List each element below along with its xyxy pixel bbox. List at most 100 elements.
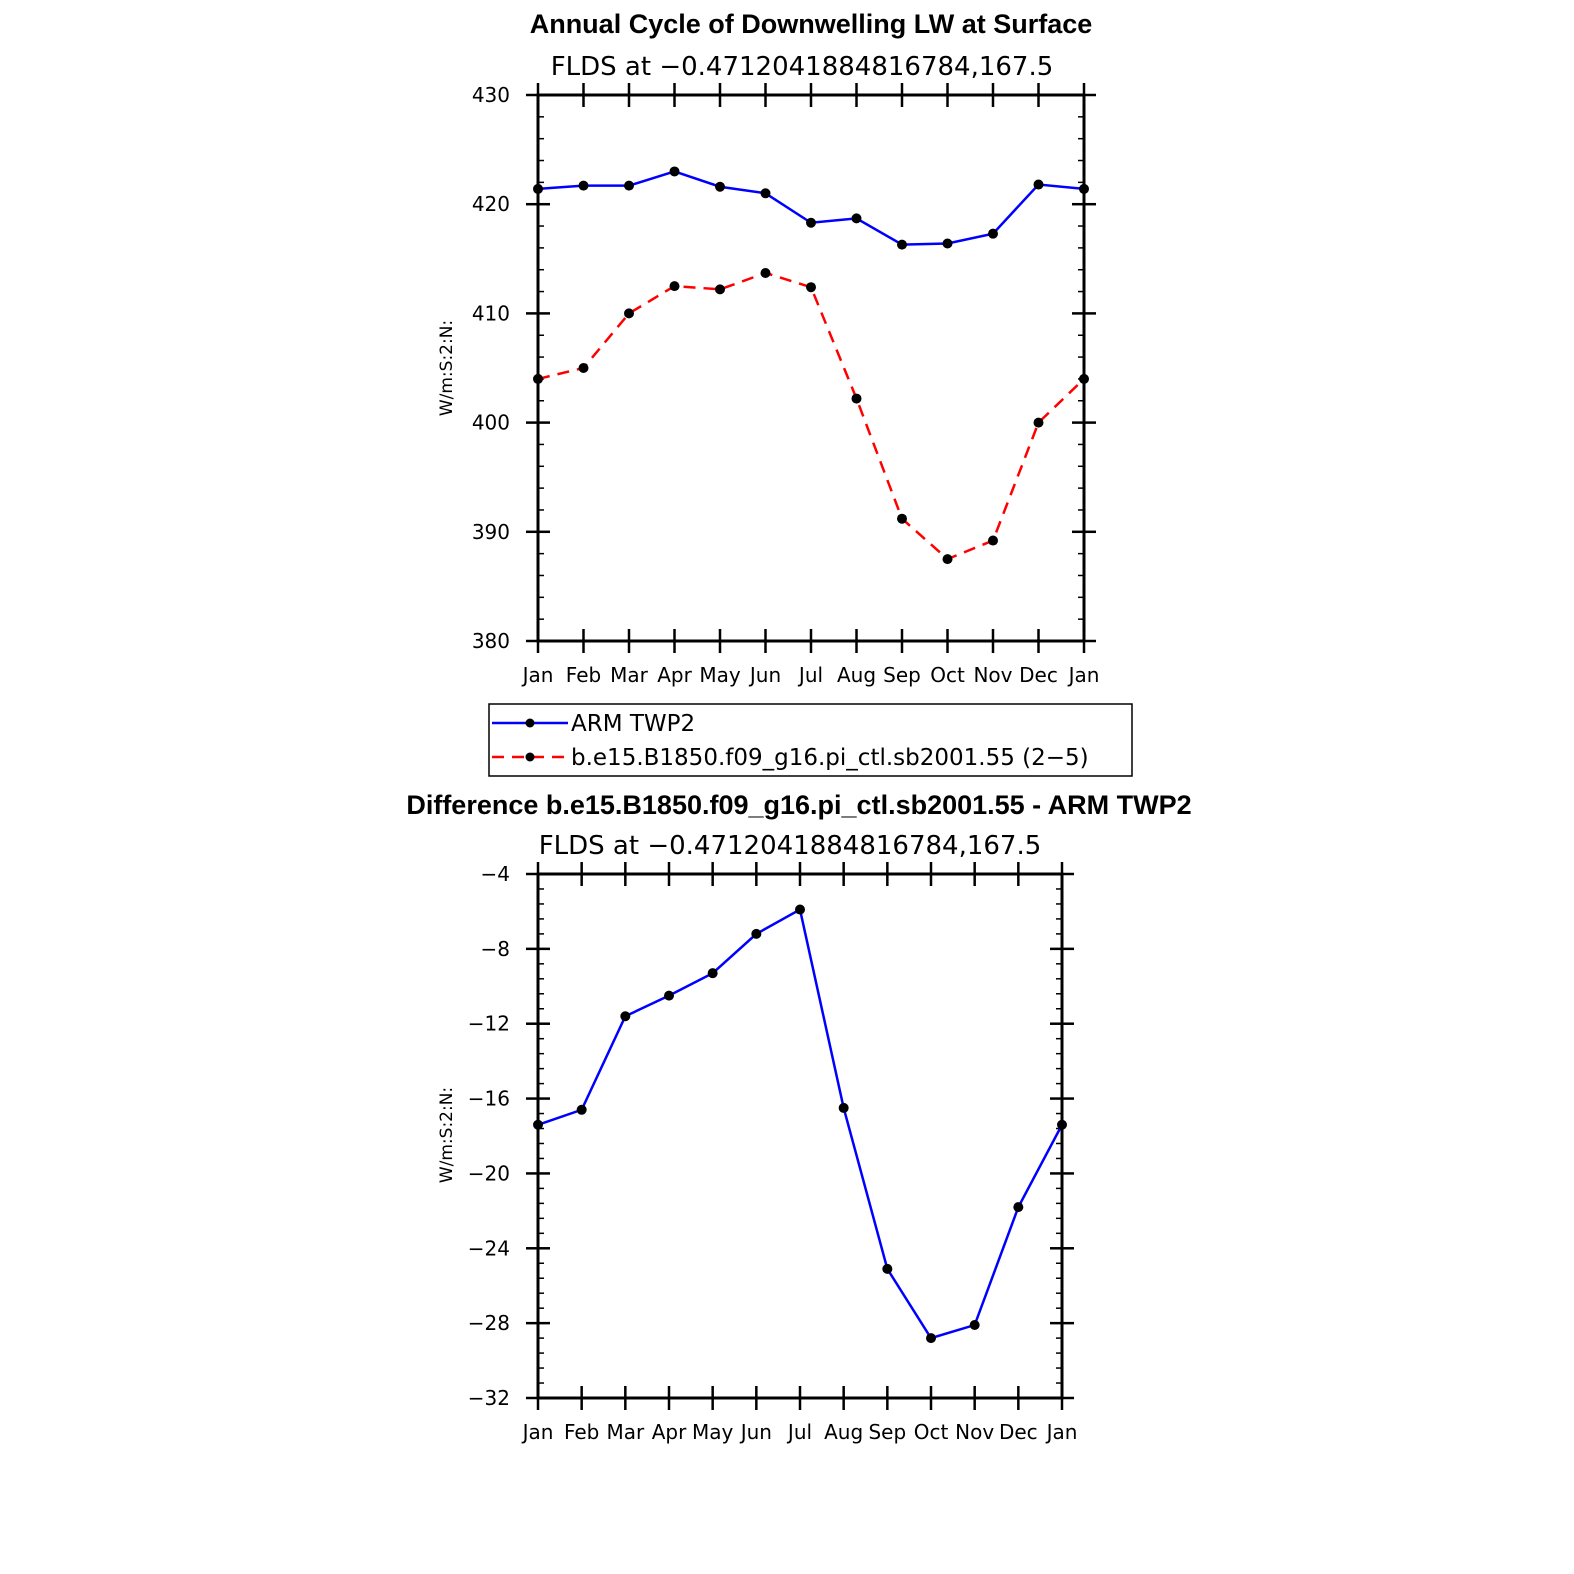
top-series-0-point: [578, 180, 589, 191]
bottom-y-axis-label: W/m:S:2:N:: [437, 1087, 457, 1183]
top-ytick-label: 430: [472, 83, 510, 107]
top-series-1-point: [1033, 417, 1044, 428]
top-series-0-point: [669, 166, 680, 177]
bottom-xtick-label: Sep: [868, 1420, 906, 1444]
top-chart-subtitle: FLDS at −0.4712041884816784,167.5: [551, 52, 1054, 82]
bottom-xtick-label: Nov: [955, 1420, 994, 1444]
top-series-0-point: [851, 213, 862, 224]
top-series-0-point: [806, 217, 816, 228]
bottom-axes: −32 −28 −24 −20 −16 −12 −8 −4 Jan Feb Mar Apr May Jun…: [468, 862, 1078, 1444]
legend-label-model: b.e15.B1850.f09_g16.pi_ctl.sb2001.55 (2−…: [571, 745, 1089, 771]
bottom-xtick-label: Feb: [564, 1420, 599, 1444]
bottom-series-0-point: [882, 1263, 893, 1274]
top-ytick-label: 380: [472, 629, 510, 653]
legend-box: [488, 703, 1133, 777]
bottom-series-0-point: [1057, 1119, 1067, 1130]
bottom-ytick-label: −8: [481, 937, 510, 961]
legend-marker-model: [525, 752, 535, 762]
top-series-line-0: [537, 170, 1085, 246]
top-series-0-point: [533, 183, 543, 194]
top-series-1-point: [533, 373, 543, 384]
top-series-1-point: [624, 308, 634, 319]
bottom-xtick-label: Jul: [786, 1420, 812, 1444]
bottom-xtick-label: Jun: [739, 1420, 772, 1444]
top-xtick-label: Jun: [748, 663, 781, 687]
top-xtick-label: Oct: [930, 663, 965, 687]
bottom-series-0-point: [1013, 1202, 1024, 1213]
bottom-ytick-label: −28: [468, 1311, 510, 1335]
top-y-axis-label: W/m:S:2:N:: [437, 320, 457, 416]
top-xtick-label: Jul: [797, 663, 823, 687]
top-series-1-point: [897, 513, 907, 524]
top-ytick-label: 400: [472, 411, 510, 435]
bottom-ytick-label: −16: [468, 1087, 510, 1111]
bottom-ytick-label: −12: [468, 1012, 510, 1036]
bottom-ytick-label: −4: [481, 862, 510, 886]
bottom-plot-frame: [536, 872, 1064, 1400]
top-series-0-point: [897, 239, 907, 250]
bottom-xtick-label: Apr: [652, 1420, 687, 1444]
bottom-series-0-point: [576, 1104, 587, 1115]
top-xtick-label: Jan: [1067, 663, 1100, 687]
top-xtick-label: Mar: [610, 663, 649, 687]
top-xtick-label: Nov: [973, 663, 1012, 687]
bottom-xtick-label: Aug: [824, 1420, 863, 1444]
bottom-chart-title: Difference b.e15.B1850.f09_g16.pi_ctl.sb…: [406, 790, 1191, 820]
top-series-0-point: [1079, 183, 1089, 194]
bottom-series-0-point: [969, 1320, 980, 1331]
bottom-series-0-point: [620, 1011, 631, 1022]
top-series-0-point: [624, 180, 634, 191]
bottom-xtick-label: Mar: [606, 1420, 645, 1444]
bottom-series-line-0: [537, 907, 1064, 1340]
top-chart-title: Annual Cycle of Downwelling LW at Surfac…: [530, 9, 1093, 39]
bottom-series-0-point: [664, 990, 674, 1001]
top-xtick-label: Feb: [566, 663, 601, 687]
top-xtick-label: Jan: [521, 663, 554, 687]
top-series-1-point: [806, 282, 816, 293]
top-series-0-point: [988, 228, 998, 239]
top-plot-frame: [536, 93, 1086, 643]
top-xtick-label: Aug: [837, 663, 876, 687]
top-axes: 380 390 400 410 420 430 Jan Feb Mar Apr May Jun Jul A…: [472, 83, 1100, 687]
top-series-1-point: [988, 535, 998, 546]
top-series-1-point: [669, 281, 680, 292]
top-series-1-point: [578, 363, 589, 373]
bottom-series-0-point: [795, 904, 805, 915]
top-series-1-point: [942, 554, 953, 565]
bottom-ytick-label: −24: [468, 1236, 510, 1260]
bottom-xtick-label: Oct: [914, 1420, 949, 1444]
top-series-0-point: [760, 188, 771, 199]
bottom-xtick-label: May: [692, 1420, 734, 1444]
top-xtick-label: Dec: [1019, 663, 1058, 687]
top-series-1-point: [1079, 373, 1089, 384]
top-ytick-label: 420: [472, 192, 510, 216]
top-series-1-point: [715, 284, 725, 295]
top-ytick-label: 390: [472, 520, 510, 544]
legend-marker-obs: [525, 718, 535, 728]
top-series: [533, 166, 1089, 565]
legend-label-obs: ARM TWP2: [571, 711, 695, 737]
bottom-xtick-label: Jan: [521, 1420, 554, 1444]
top-series-1-point: [760, 267, 771, 278]
top-xtick-label: May: [699, 663, 741, 687]
bottom-series-0-point: [707, 968, 718, 979]
top-xtick-label: Sep: [883, 663, 921, 687]
bottom-chart-subtitle: FLDS at −0.4712041884816784,167.5: [539, 831, 1042, 861]
bottom-series-0-point: [751, 928, 762, 939]
top-ytick-label: 410: [472, 301, 510, 325]
top-series-0-point: [1033, 179, 1044, 190]
bottom-ytick-label: −32: [468, 1386, 510, 1410]
top-series-0-point: [942, 238, 953, 249]
bottom-xtick-label: Dec: [999, 1420, 1038, 1444]
bottom-series: [533, 904, 1067, 1344]
top-series-line-1: [537, 271, 1085, 561]
top-series-0-point: [715, 181, 725, 192]
top-xtick-label: Apr: [657, 663, 692, 687]
bottom-series-0-point: [533, 1119, 543, 1130]
bottom-ytick-label: −20: [468, 1161, 510, 1185]
bottom-xtick-label: Jan: [1045, 1420, 1078, 1444]
bottom-series-0-point: [926, 1333, 936, 1344]
bottom-series-0-point: [838, 1102, 849, 1113]
top-series-1-point: [851, 393, 862, 404]
